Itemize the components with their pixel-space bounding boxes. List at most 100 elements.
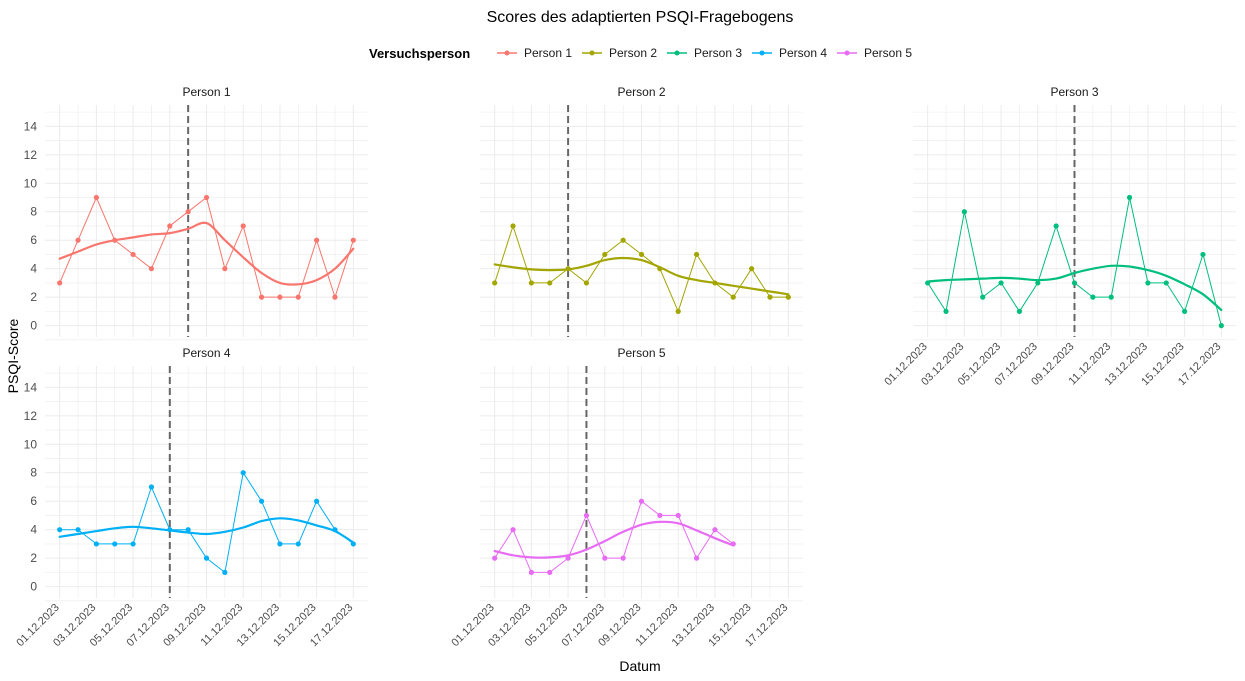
- data-point: [657, 512, 663, 519]
- data-point: [1035, 280, 1041, 286]
- data-point: [314, 237, 320, 243]
- data-point: [712, 527, 718, 533]
- data-point: [277, 294, 283, 300]
- x-axis-label: Datum: [619, 658, 660, 674]
- panel-grid: [480, 105, 803, 341]
- legend-item-person-3: Person 3: [667, 46, 742, 60]
- y-tick-label: 14: [24, 119, 38, 133]
- panel-person-3: Person 301.12.202303.12.202305.12.202307…: [882, 85, 1236, 388]
- y-axis-label: PSQI-Score: [5, 318, 21, 393]
- y-tick-label: 4: [30, 523, 37, 537]
- y-tick-label: 0: [30, 319, 37, 333]
- legend-item-person-4: Person 4: [752, 46, 827, 60]
- chart-panels: Person 1 0 2 4 6 8 10 12 14 Person 2 Person 301.12…: [14, 85, 1236, 649]
- data-point: [167, 527, 173, 533]
- data-point: [148, 484, 155, 490]
- data-point: [1182, 308, 1188, 314]
- data-point: [583, 280, 590, 286]
- data-point: [961, 209, 967, 215]
- data-point: [1071, 280, 1078, 286]
- trend-line: [926, 264, 1223, 312]
- y-tick-label: 8: [30, 466, 37, 480]
- data-point: [222, 266, 228, 272]
- legend-label: Person 5: [864, 46, 912, 60]
- data-point: [130, 251, 136, 258]
- data-point: [565, 266, 571, 272]
- panel-person-2: Person 2: [480, 85, 803, 341]
- panel-strip-label: Person 4: [182, 346, 230, 360]
- data-point: [1053, 223, 1059, 229]
- data-point: [620, 555, 626, 561]
- legend-key-point: [759, 50, 765, 56]
- y-tick-label: 12: [24, 148, 38, 162]
- data-point: [749, 266, 755, 272]
- data-point: [1126, 194, 1133, 201]
- panel-person-4: Person 40246810121401.12.202303.12.20230…: [14, 346, 368, 649]
- y-tick-label: 12: [24, 409, 38, 423]
- data-point: [148, 266, 155, 272]
- data-point: [185, 209, 191, 215]
- data-point: [112, 237, 118, 243]
- y-tick-label: 6: [30, 233, 37, 247]
- panel-grid: [45, 366, 368, 602]
- legend: Versuchsperson Person 1 Person 2 Person 3 P…: [369, 46, 912, 61]
- y-tick-label: 2: [30, 551, 37, 565]
- data-point: [258, 294, 265, 300]
- legend-key-point: [674, 50, 680, 56]
- panel-grid: [480, 366, 803, 602]
- panel-strip-label: Person 5: [617, 346, 665, 360]
- data-point: [785, 294, 791, 300]
- legend-title: Versuchsperson: [369, 46, 470, 61]
- y-tick-label: 2: [30, 290, 37, 304]
- data-point: [57, 280, 63, 286]
- data-point: [528, 569, 534, 575]
- data-point: [314, 498, 320, 504]
- legend-label: Person 3: [694, 46, 742, 60]
- data-point: [730, 294, 736, 300]
- data-point: [492, 280, 498, 286]
- y-tick-label: 4: [30, 262, 37, 276]
- legend-item-person-2: Person 2: [582, 46, 657, 60]
- panel-person-1: Person 1 0 2 4 6 8 10 12 14: [24, 85, 368, 341]
- legend-key-point: [589, 50, 595, 56]
- data-point: [998, 280, 1004, 286]
- y-tick-label: 10: [24, 437, 38, 451]
- y-tick-label: 6: [30, 494, 37, 508]
- chart-title: Scores des adaptierten PSQI-Fragebogens: [487, 9, 794, 26]
- trend-line: [493, 256, 790, 296]
- data-point: [675, 308, 681, 314]
- data-point: [1016, 308, 1023, 314]
- data-point: [1145, 280, 1151, 286]
- y-tick-label: 14: [24, 380, 38, 394]
- data-point: [130, 541, 136, 547]
- data-point: [258, 498, 265, 504]
- data-point: [1218, 323, 1224, 329]
- data-point: [277, 541, 283, 547]
- data-point: [767, 294, 773, 300]
- legend-item-person-5: Person 5: [837, 46, 912, 60]
- data-point: [602, 251, 608, 258]
- data-point: [1200, 251, 1206, 258]
- trend-line: [58, 517, 355, 544]
- data-point: [203, 555, 210, 561]
- data-point: [350, 541, 356, 547]
- data-point: [657, 266, 663, 272]
- data-point: [1163, 280, 1169, 286]
- panel-strip-label: Person 3: [1050, 85, 1098, 99]
- legend-key-point: [844, 50, 850, 56]
- y-tick-label: 10: [24, 176, 38, 190]
- data-point: [492, 555, 498, 561]
- data-point: [112, 541, 118, 547]
- data-point: [980, 294, 986, 300]
- data-point: [565, 555, 571, 561]
- data-point: [712, 280, 718, 286]
- data-point: [638, 251, 645, 258]
- legend-label: Person 2: [609, 46, 657, 60]
- panel-person-5: Person 501.12.202303.12.202305.12.202307…: [449, 346, 803, 649]
- data-point: [528, 280, 534, 286]
- legend-key-point: [504, 50, 510, 56]
- data-point: [925, 280, 931, 286]
- data-point: [295, 294, 301, 300]
- data-point: [1108, 294, 1114, 300]
